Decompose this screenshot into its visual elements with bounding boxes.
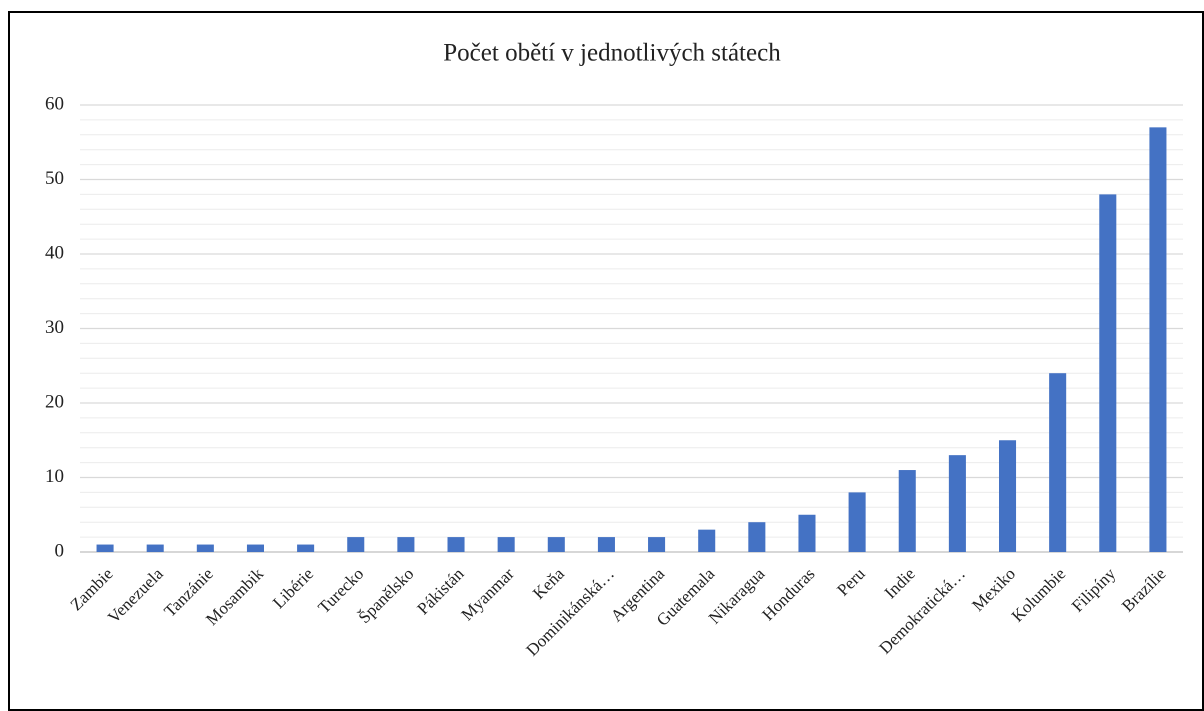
bar xyxy=(96,544,114,552)
bar xyxy=(146,544,164,552)
bar xyxy=(748,522,766,552)
bar xyxy=(347,537,365,552)
bar xyxy=(1099,194,1117,552)
y-tick-label: 50 xyxy=(45,168,64,189)
bar xyxy=(998,440,1017,552)
chart-title: Počet obětí v jednotlivých státech xyxy=(443,40,781,67)
bar xyxy=(898,470,916,552)
y-tick-label: 20 xyxy=(45,391,64,412)
bar xyxy=(246,544,265,552)
bar xyxy=(948,455,966,552)
bar xyxy=(397,537,415,552)
chart-border xyxy=(8,11,1204,711)
bar xyxy=(848,492,866,552)
bar xyxy=(798,514,816,552)
bar xyxy=(1049,373,1067,552)
bar xyxy=(597,537,615,552)
y-tick-label: 60 xyxy=(45,93,64,114)
bar xyxy=(698,529,716,552)
y-tick-label: 30 xyxy=(45,317,64,338)
y-tick-label: 10 xyxy=(45,466,64,487)
bar xyxy=(447,537,465,552)
bar xyxy=(196,544,214,552)
bar xyxy=(497,537,515,552)
bar xyxy=(297,544,315,552)
y-tick-label: 40 xyxy=(45,242,64,263)
bar xyxy=(1149,127,1167,552)
y-tick-label: 0 xyxy=(55,540,65,561)
bar xyxy=(648,537,666,552)
bar xyxy=(547,537,565,552)
